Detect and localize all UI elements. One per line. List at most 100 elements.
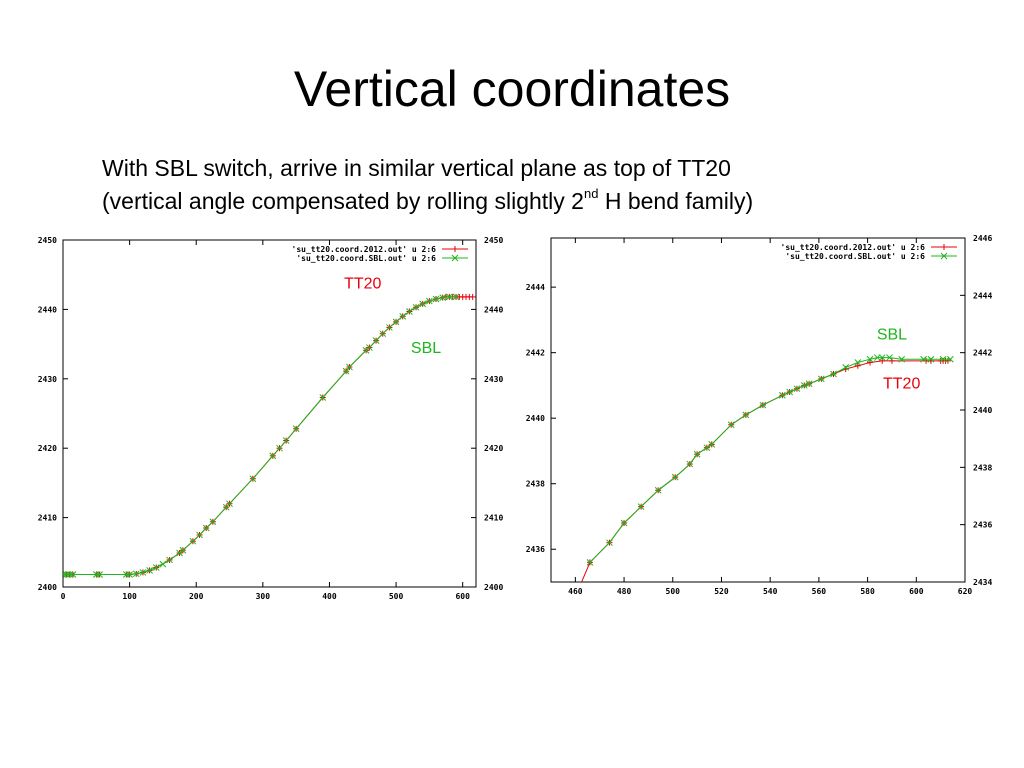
marker-stroke: [686, 460, 694, 468]
sbl-data-point: [817, 375, 825, 383]
sbl-data-point: [189, 537, 197, 545]
marker-stroke: [866, 355, 874, 363]
y2-tick-label: 2436: [973, 521, 992, 530]
sbl-data-point: [399, 312, 407, 320]
sbl-data-point: [406, 308, 413, 315]
sbl-data-point: [947, 355, 954, 363]
marker-stroke: [209, 518, 217, 526]
sbl-data-point: [166, 556, 173, 564]
superscript-nd: nd: [583, 186, 599, 202]
sbl-data-point: [939, 355, 947, 363]
tt20-data-point: [879, 357, 886, 364]
sbl-data-point: [830, 370, 837, 378]
tt20-data-point: [854, 362, 861, 369]
marker-stroke: [452, 293, 460, 301]
marker-stroke: [412, 303, 420, 311]
marker-stroke: [226, 500, 233, 508]
sbl-data-point: [786, 388, 794, 396]
marker-stroke: [426, 297, 433, 305]
marker-stroke: [282, 437, 290, 444]
sbl-data-point: [886, 354, 893, 361]
x-tick-label: 460: [568, 587, 583, 596]
marker-stroke: [920, 355, 927, 363]
marker-stroke: [132, 570, 140, 578]
legend-label: 'su_tt20.coord.2012.out' u 2:6: [292, 245, 437, 254]
sbl-data-point: [96, 571, 103, 578]
marker-stroke: [372, 337, 380, 344]
sbl-data-point: [898, 355, 906, 363]
sbl-data-point: [866, 355, 874, 363]
marker-stroke: [800, 382, 808, 389]
sbl-data-point: [805, 380, 813, 388]
marker-stroke: [854, 359, 862, 366]
marker-stroke: [947, 355, 954, 363]
legend-label: 'su_tt20.coord.2012.out' u 2:6: [781, 243, 926, 252]
sbl-data-point: [793, 385, 801, 393]
x-tick-label: 540: [763, 587, 778, 596]
marker-stroke: [189, 537, 197, 545]
marker-stroke: [69, 571, 77, 578]
y2-tick-label: 2444: [973, 291, 992, 300]
marker-stroke: [842, 364, 850, 371]
marker-stroke: [939, 355, 947, 363]
marker-stroke: [126, 571, 133, 578]
sbl-data-point: [209, 518, 217, 526]
sbl-data-point: [412, 303, 420, 311]
sbl-data-point: [727, 421, 735, 429]
x-tick-label: 0: [61, 592, 66, 601]
plot-area: [63, 293, 476, 578]
sbl-data-point: [126, 571, 133, 578]
sbl-data-point: [132, 570, 140, 578]
y-tick-label: 2450: [38, 236, 57, 245]
marker-stroke: [276, 444, 283, 452]
sbl-data-point: [637, 503, 645, 511]
sbl-data-point: [139, 569, 147, 576]
marker-stroke: [446, 293, 453, 301]
subtitle-line-2-start: (vertical angle compensated by rolling s…: [102, 188, 584, 214]
sbl-data-point: [419, 300, 427, 308]
marker-stroke: [419, 300, 427, 308]
y2-tick-label: 2410: [484, 514, 503, 523]
annotation-tt20: TT20: [883, 376, 920, 393]
x-tick-label: 400: [322, 592, 337, 601]
sbl-data-point: [873, 354, 881, 361]
sbl-data-point: [586, 558, 594, 566]
marker-stroke: [159, 560, 167, 568]
marker-stroke: [637, 503, 645, 511]
sbl-data-point: [446, 293, 453, 301]
sbl-data-point: [372, 337, 380, 344]
sbl-data-point: [179, 546, 187, 554]
sbl-data-point: [276, 444, 283, 452]
y-tick-label: 2420: [38, 444, 57, 453]
tt20-data-point: [888, 357, 895, 364]
sbl-data-point: [927, 355, 935, 363]
marker-stroke: [759, 401, 767, 409]
marker-stroke: [727, 421, 735, 429]
x-tick-label: 300: [256, 592, 271, 601]
sbl-data-point: [452, 293, 460, 301]
marker-stroke: [793, 385, 801, 393]
marker-stroke: [654, 486, 662, 494]
y2-tick-label: 2440: [484, 305, 503, 314]
sbl-data-point: [392, 318, 400, 326]
marker-stroke: [878, 354, 886, 361]
y2-tick-label: 2438: [973, 463, 992, 472]
sbl-data-point: [282, 437, 290, 444]
sbl-data-point: [426, 297, 433, 305]
marker-stroke: [346, 363, 353, 371]
y2-tick-label: 2446: [973, 234, 992, 243]
marker-stroke: [898, 355, 906, 363]
sbl-data-point: [379, 330, 387, 338]
sbl-data-point: [800, 382, 808, 389]
legend-label: 'su_tt20.coord.SBL.out' u 2:6: [785, 252, 925, 261]
marker-stroke: [96, 571, 103, 578]
marker-stroke: [742, 411, 750, 419]
y-tick-label: 2440: [526, 414, 545, 423]
annotation-sbl: SBL: [411, 340, 441, 357]
sbl-data-point: [686, 460, 694, 468]
tt20-data-point: [867, 359, 874, 366]
y2-tick-label: 2420: [484, 444, 503, 453]
sbl-data-point: [269, 452, 277, 460]
x-tick-label: 600: [455, 592, 470, 601]
